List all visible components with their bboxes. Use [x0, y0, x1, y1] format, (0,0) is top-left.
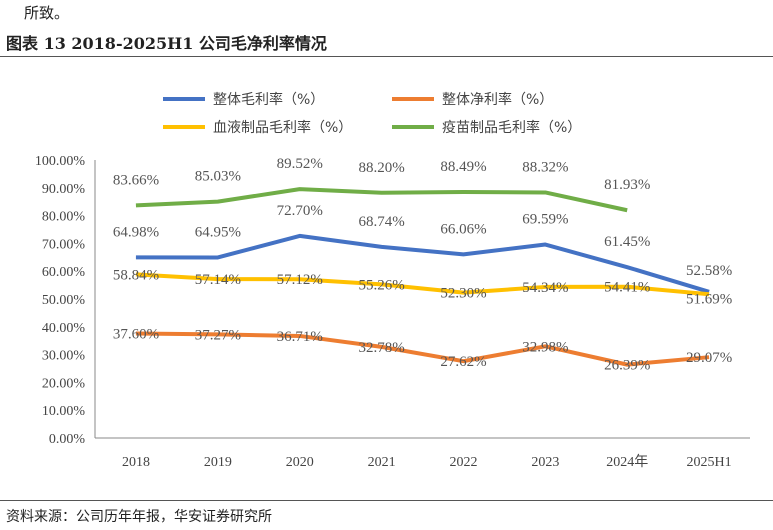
- x-tick-label: 2022: [449, 455, 477, 470]
- data-label: 26.39%: [604, 358, 650, 374]
- data-label: 51.69%: [686, 291, 732, 307]
- data-label: 61.45%: [604, 234, 650, 250]
- data-label: 52.30%: [440, 286, 486, 302]
- y-tick-label: 90.00%: [42, 182, 86, 197]
- y-tick-label: 40.00%: [42, 321, 86, 336]
- series-line: [135, 331, 710, 367]
- figure-title: 图表 13 2018-2025H1 公司毛净利率情况: [6, 34, 327, 53]
- data-label: 81.93%: [604, 177, 650, 193]
- data-label: 88.20%: [358, 160, 404, 176]
- data-label: 57.14%: [195, 272, 241, 288]
- data-label: 89.52%: [277, 156, 323, 172]
- y-tick-label: 10.00%: [42, 404, 86, 419]
- data-label: 64.95%: [195, 224, 241, 240]
- data-label: 88.32%: [522, 159, 568, 175]
- intro-text: 所致。: [24, 4, 70, 22]
- series-line: [135, 187, 628, 213]
- data-label: 52.58%: [686, 263, 732, 279]
- series-line: [135, 233, 710, 294]
- series-line: [135, 272, 710, 297]
- y-tick-label: 30.00%: [42, 349, 86, 364]
- x-tick-label: 2019: [204, 455, 232, 470]
- data-label: 57.12%: [277, 272, 323, 288]
- y-tick-label: 70.00%: [42, 237, 86, 252]
- data-label: 54.41%: [604, 280, 650, 296]
- legend-label: 疫苗制品毛利率（%）: [442, 119, 581, 136]
- data-label: 29.07%: [686, 350, 732, 366]
- data-label: 64.98%: [113, 224, 159, 240]
- data-label: 72.70%: [277, 203, 323, 219]
- data-label: 32.78%: [358, 340, 404, 356]
- data-label: 66.06%: [440, 221, 486, 237]
- y-tick-label: 60.00%: [42, 265, 86, 280]
- data-label: 69.59%: [522, 212, 568, 228]
- legend-label: 整体净利率（%）: [442, 91, 553, 108]
- x-tick-label: 2024年: [606, 454, 648, 470]
- data-label: 83.66%: [113, 172, 159, 188]
- data-label: 37.27%: [195, 327, 241, 343]
- data-label: 55.26%: [358, 277, 404, 293]
- source-note: 资料来源：公司历年年报，华安证券研究所: [6, 509, 272, 525]
- y-tick-label: 100.00%: [35, 154, 86, 169]
- x-tick-label: 2025H1: [687, 455, 732, 470]
- y-tick-label: 80.00%: [42, 210, 86, 225]
- title-divider: [0, 56, 773, 57]
- y-tick-label: 20.00%: [42, 376, 86, 391]
- data-label: 36.71%: [277, 329, 323, 345]
- y-tick-label: 0.00%: [49, 432, 86, 447]
- data-label: 88.49%: [440, 159, 486, 175]
- data-label: 85.03%: [195, 169, 241, 185]
- data-label: 54.34%: [522, 280, 568, 296]
- data-label: 37.60%: [113, 326, 159, 342]
- legend-label: 血液制品毛利率（%）: [213, 119, 352, 136]
- data-label: 27.62%: [440, 354, 486, 370]
- y-tick-label: 50.00%: [42, 293, 86, 308]
- data-label: 68.74%: [358, 214, 404, 230]
- legend-label: 整体毛利率（%）: [213, 91, 324, 108]
- x-tick-label: 2023: [531, 455, 559, 470]
- data-label: 58.84%: [113, 267, 159, 283]
- source-divider: [0, 500, 773, 501]
- x-tick-label: 2018: [122, 455, 150, 470]
- x-tick-label: 2020: [286, 455, 314, 470]
- data-label: 32.98%: [522, 339, 568, 355]
- x-tick-label: 2021: [368, 455, 396, 470]
